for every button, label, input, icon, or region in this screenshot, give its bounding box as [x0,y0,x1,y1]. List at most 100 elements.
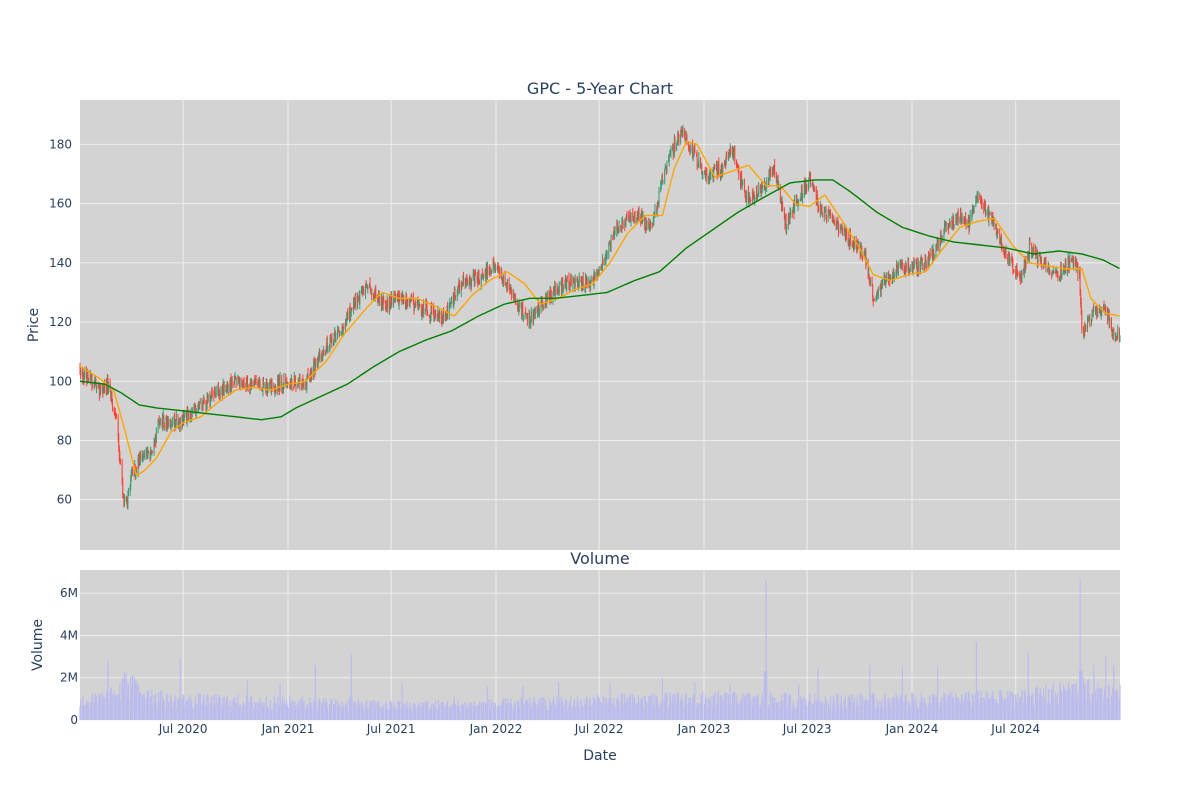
candle-body [608,244,610,255]
candle-body [729,149,731,154]
candle-body [677,132,679,144]
candle-body [1099,307,1100,312]
candle-body [123,496,125,507]
candle-body [810,178,811,185]
candle-body [350,313,352,318]
volume-bar [821,701,824,720]
volume-bar [267,706,269,720]
candle-body [750,200,752,202]
volume-bar [423,702,425,720]
candle-body [545,294,546,307]
volume-bar [283,699,285,720]
candle-body [773,165,775,173]
candle-body [533,311,535,315]
volume-bar [1073,684,1075,720]
candle-body [885,280,887,283]
candle-body [963,217,965,222]
candle-body [1036,250,1038,265]
candle-body [916,260,917,264]
volume-bar [307,704,309,720]
candle-body [454,291,456,297]
candle-body [1116,337,1117,339]
candle-body [869,278,871,284]
candle-body [458,282,460,289]
candle-body [636,211,638,218]
volume-bar [887,698,889,720]
volume-bar [474,705,477,720]
candle-body [552,291,554,301]
candle-body [1079,268,1081,293]
candle-body [977,194,979,202]
price-plot-area[interactable] [80,100,1120,550]
candle-body [920,257,922,261]
candle-body [143,453,145,458]
candle-body [494,265,496,273]
candle-body [225,384,227,391]
candle-body [418,303,420,306]
candle-body [850,231,851,245]
volume-bar [199,693,201,720]
candle-body [85,369,87,377]
volume-bar [650,695,652,720]
candle-body [203,399,205,401]
volume-bar [119,701,122,720]
candle-body [407,300,409,304]
candle-body [872,298,874,302]
candle-body [518,305,520,307]
candle-body [270,382,272,391]
volume-bar [533,696,535,720]
candle-body [247,378,248,385]
candle-body [1093,308,1095,310]
candle-body [122,480,124,495]
candle-body [610,235,612,247]
candle-body [273,385,275,388]
candle-body [939,244,941,249]
candle-body [1027,255,1029,263]
candle-body [561,280,562,293]
candle-body [474,274,476,283]
candle-body [905,264,907,273]
candle-body [565,278,567,289]
candle-body [370,286,372,293]
candle-body [625,219,627,227]
candle-body [306,374,308,376]
candle-body [1013,269,1015,272]
volume-bar [758,704,760,720]
candle-body [313,361,315,363]
candle-body [811,183,813,186]
candle-body [459,283,460,291]
candle-body [226,389,227,392]
candle-body [84,369,85,380]
candle-body [386,300,388,308]
candle-body [413,299,415,310]
candle-body [343,328,345,330]
candle-body [478,270,480,284]
volume-bar [785,693,787,720]
volume-bar [813,692,816,720]
ma-line-ma20 [79,140,1120,477]
candle-body [226,385,228,389]
candle-body [672,145,674,154]
candle-body [354,297,356,303]
candle-body [462,276,464,283]
candle-body [589,281,590,285]
candle-body [576,278,578,280]
volume-bar [355,703,357,720]
candle-body [899,263,901,266]
candle-body [945,222,947,228]
candle-body [1037,254,1039,266]
volume-bar [490,699,493,720]
candle-body [648,222,650,231]
candle-body [497,265,499,269]
candle-body [993,219,995,229]
candle-body [269,381,271,384]
volume-plot-area[interactable] [80,570,1120,720]
volume-bar [973,694,975,720]
volume-bar [638,700,640,720]
candle-body [768,173,770,185]
candle-body [242,380,244,387]
candle-body [301,386,303,390]
candle-body [516,304,518,306]
candle-body [573,278,574,280]
